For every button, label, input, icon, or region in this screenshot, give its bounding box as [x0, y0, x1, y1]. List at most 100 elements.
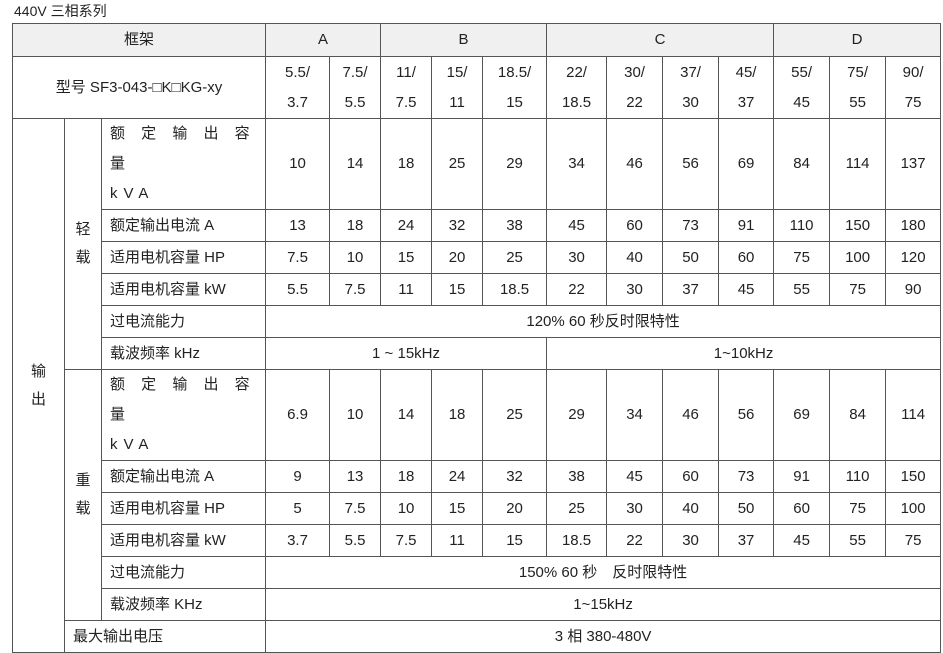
value-cell: 75	[885, 524, 942, 557]
cell-text: 11	[449, 531, 465, 549]
row-label: 适用电机容量 HP	[100, 241, 267, 274]
cell-text: 150% 60 秒 反时限特性	[518, 563, 688, 581]
output-label: 输出	[12, 118, 65, 653]
value-cell: 11	[431, 524, 484, 557]
cell-text: 69	[737, 155, 755, 172]
value-cell: 69	[773, 369, 831, 461]
cell-text: 50	[737, 499, 755, 517]
cell-text: 14	[397, 406, 415, 423]
cell-text: kVA	[110, 436, 155, 453]
cell-text: 11/	[396, 63, 416, 81]
cell-text: 输	[30, 362, 46, 380]
cell-text: 1 ~ 15kHz	[372, 344, 441, 362]
cell-text: 7.5	[344, 280, 366, 298]
cell-text: 10	[289, 155, 306, 172]
row-label: 过电流能力	[100, 305, 267, 338]
model-label: 型号 SF3-043-□K□KG-xy	[11, 56, 267, 119]
cell-text: 载	[75, 500, 91, 517]
light-load-row: 适用电机容量 kW 5.5 7.5 11 15 18.5 22 30 37 45 55 75 90	[13, 273, 942, 306]
row-label: 载波频率 kHz	[100, 337, 267, 370]
header-row: 框架 A B C D	[11, 23, 942, 57]
cell-text: 73	[682, 216, 699, 234]
cell-text: 18	[397, 155, 415, 172]
cell-text: 30	[682, 531, 699, 549]
cell-text: 38	[506, 216, 523, 234]
cell-text: 出	[30, 390, 46, 408]
value-cell: 20	[482, 492, 548, 525]
value-cell: 45	[606, 460, 664, 493]
value-cell: 91	[718, 209, 775, 242]
max-voltage-label: 最大输出电压	[63, 620, 267, 653]
cell-text: 额定输出电流 A	[110, 216, 215, 234]
cell-text: 34	[626, 406, 643, 423]
cell-text: 37	[737, 531, 755, 549]
value-cell: 30	[606, 492, 664, 525]
value-cell: 37	[662, 273, 720, 306]
cell-text: 60	[626, 216, 643, 234]
model-value: 18.5/15	[482, 56, 548, 119]
value-cell: 18.5	[482, 273, 548, 306]
cell-text: 69	[793, 406, 810, 423]
value-cell: 25	[431, 118, 484, 210]
cell-text: 10	[397, 499, 415, 517]
cell-text: B	[458, 31, 469, 48]
cell-text: 18	[397, 467, 415, 485]
cell-text: 7.5	[395, 531, 417, 549]
value-cell: 84	[829, 369, 887, 461]
value-cell: 7.5	[329, 273, 382, 306]
value-cell: 114	[885, 369, 942, 461]
model-value: 55/45	[773, 56, 831, 119]
model-value: 7.5/5.5	[329, 56, 382, 119]
cell-text: 25	[506, 248, 523, 266]
overcurrent-value: 150% 60 秒 反时限特性	[265, 556, 942, 589]
heavy-load-row: 适用电机容量 HP 5 7.5 10 15 20 25 30 40 50 60 75 100	[13, 492, 942, 525]
value-cell: 10	[329, 241, 382, 274]
cell-text: 30	[626, 499, 643, 517]
value-cell: 13	[265, 209, 331, 242]
value-cell: 15	[431, 492, 484, 525]
value-cell: 15	[380, 241, 433, 274]
value-cell: 45	[546, 209, 608, 242]
cell-text: 75/	[847, 63, 868, 81]
cell-text: 15	[397, 248, 415, 266]
cell-text: 56	[737, 406, 755, 423]
value-cell: 10	[380, 492, 433, 525]
cell-text: 20	[448, 248, 466, 266]
cell-text: 56	[682, 155, 699, 172]
heavy-load-overcurrent-row: 过电流能力 150% 60 秒 反时限特性	[13, 556, 942, 589]
cell-text: 180	[900, 216, 926, 234]
cell-text: 45	[793, 93, 810, 111]
value-cell: 100	[829, 241, 887, 274]
value-cell: 73	[662, 209, 720, 242]
cell-text: 14	[346, 155, 364, 172]
cell-text: 5.5	[344, 93, 366, 111]
table-caption: 440V 三相系列	[14, 3, 107, 19]
value-cell: 10	[265, 118, 331, 210]
cell-text: 18.5	[561, 531, 592, 549]
cell-text: 3 相 380-480V	[554, 627, 652, 645]
value-cell: 10	[329, 369, 382, 461]
model-value: 37/30	[662, 56, 720, 119]
heavy-load-label: 重载	[64, 369, 102, 621]
cell-text: 10	[346, 406, 364, 423]
cell-text: 29	[506, 155, 523, 172]
value-cell: 14	[380, 369, 433, 461]
value-cell: 25	[482, 241, 548, 274]
cell-text: 45	[626, 467, 643, 485]
cell-text: 5.5/	[285, 63, 311, 81]
model-value: 22/18.5	[546, 56, 608, 119]
value-cell: 55	[829, 524, 887, 557]
cell-text: 29	[568, 406, 585, 423]
cell-text: 过电流能力	[110, 312, 186, 330]
cell-text: 55/	[791, 63, 812, 81]
value-cell: 11	[380, 273, 433, 306]
value-cell: 56	[718, 369, 775, 461]
spec-table: 框架 A B C D 型号 SF3-043-□K□KG-xy 5.5/3.7 7.5/5.5 1…	[11, 23, 942, 653]
cell-text: 30	[682, 93, 699, 111]
value-cell: 46	[662, 369, 720, 461]
value-cell: 110	[829, 460, 887, 493]
value-cell: 60	[606, 209, 664, 242]
max-voltage-row: 最大输出电压 3 相 380-480V	[13, 620, 942, 653]
value-cell: 40	[606, 241, 664, 274]
cell-text: 18	[448, 406, 466, 423]
